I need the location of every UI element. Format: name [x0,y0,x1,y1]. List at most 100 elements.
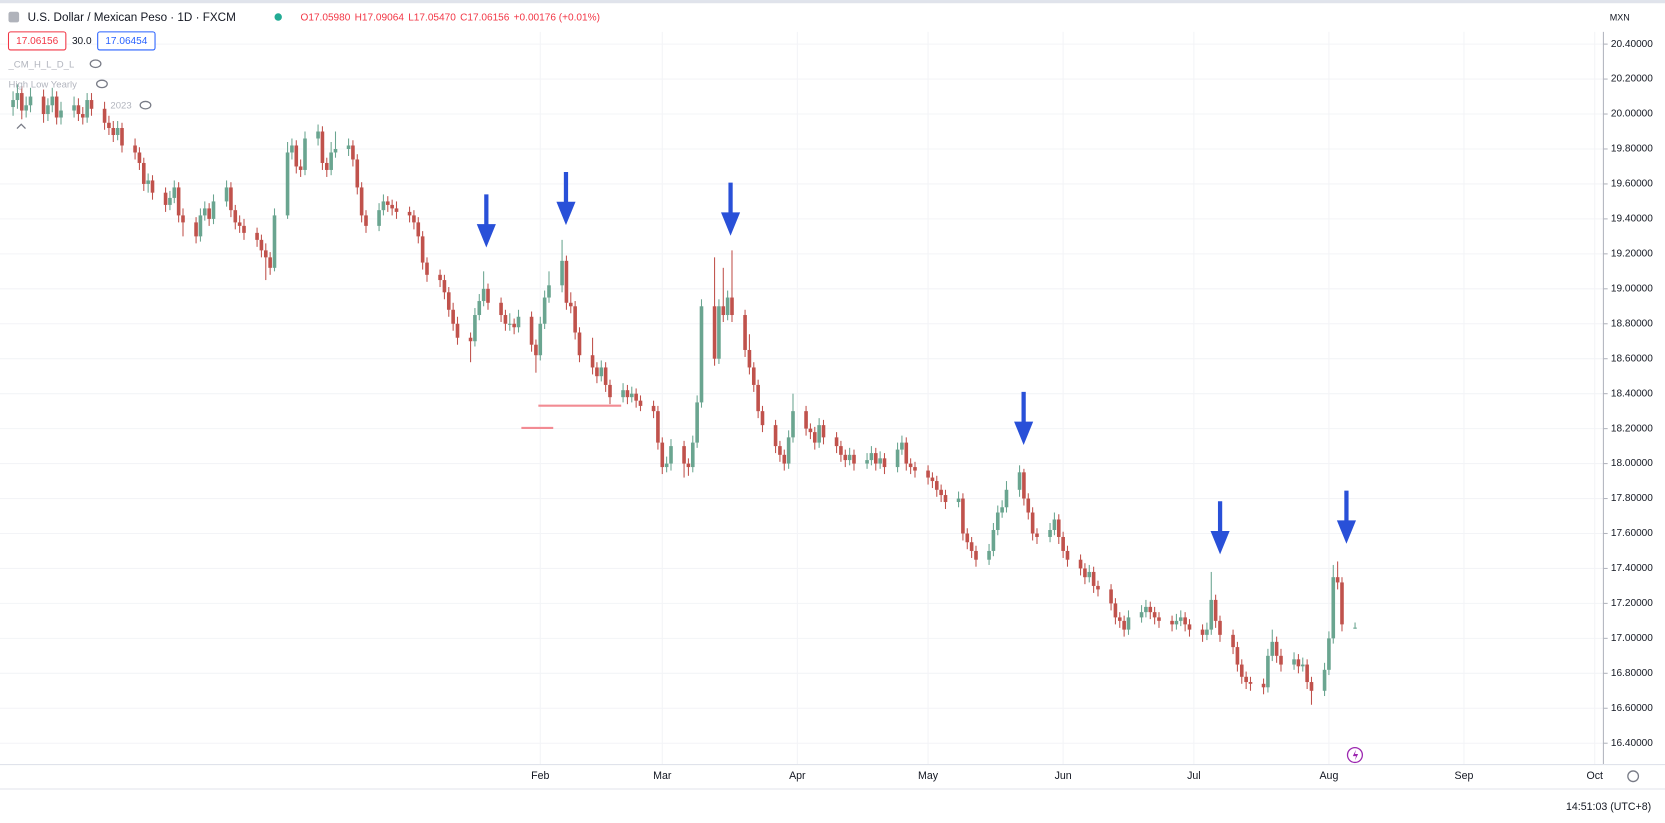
candle-body [651,405,656,412]
y-tick-label: 19.40000 [1611,214,1653,225]
ohlc-value: L17.05470 [408,13,456,24]
ohlc-value: O17.05980 [301,13,351,24]
candle-body [747,349,752,368]
candle-body [1309,682,1314,691]
eye-icon[interactable] [89,59,102,69]
eye-icon[interactable] [139,100,152,110]
candle-body [1327,638,1331,670]
candle-body [1213,599,1218,621]
candle-body [786,437,791,464]
candle-body [285,152,290,216]
collapse-icon[interactable] [16,123,26,129]
y-tick-label: 17.40000 [1611,563,1653,574]
candle-body [477,301,482,316]
candle-body [1065,550,1070,560]
x-tick-label: May [918,770,939,782]
candle-body [699,306,704,403]
settings-icon[interactable] [1627,770,1640,783]
candle-body [660,442,665,468]
candle-body [19,93,24,111]
candle-body [991,529,996,551]
candle-body [263,250,268,258]
candle-body [1292,659,1296,665]
candle-body [351,145,355,160]
candle-body [969,542,974,551]
candle-body [120,128,124,146]
candle-body [28,96,33,106]
candle-body [778,446,782,455]
candle-body [756,384,760,412]
candle-body [1139,612,1144,618]
candle-body [416,222,421,237]
candle-body [1152,612,1157,618]
buy-badge[interactable] [97,31,156,51]
candle-body [237,222,242,226]
candle-body [1126,617,1131,630]
down-arrow [1336,490,1356,544]
indicator-label[interactable]: High Low Yearly [8,79,77,90]
currency: MXN [1610,12,1630,22]
candle-body [717,306,721,359]
clock: 14:51:03 (UTC+8) [1566,801,1651,813]
candle-body [751,367,756,385]
candle-body [625,390,630,398]
candle-body [381,201,386,211]
candle-body [782,454,787,464]
candle-body [364,215,368,226]
candle-body [425,262,429,275]
candle-body [1004,489,1009,508]
candle-body [150,180,155,193]
indicator-label[interactable]: _CM_H_L_D_L [7,59,74,70]
event-bolt [1352,749,1359,761]
candle-body [320,131,325,163]
candle-body [573,306,577,333]
candle-body [1048,529,1052,537]
candle-body [865,460,869,464]
candle-body [974,550,978,560]
candle-body [656,411,660,443]
down-arrow [476,194,496,248]
candle-body [773,425,778,447]
candle-body [133,145,137,153]
candle-body [438,274,442,281]
candle-body [930,477,935,482]
candle-body [359,187,364,216]
eye-icon[interactable] [95,79,108,89]
candle-body [141,162,146,184]
candle-body [54,96,59,118]
candle-body [664,463,669,468]
candle-body [878,458,882,464]
candle-body [1261,683,1266,688]
candle-body [1122,620,1126,630]
candle-body [1266,655,1270,688]
candle-body [1300,664,1305,667]
candle-body [512,323,516,328]
candle-body [481,288,486,302]
x-tick-label: Sep [1455,770,1474,782]
candle-body [242,225,246,233]
candle-body [163,192,168,205]
candle-body [804,411,808,429]
symbol-title: U.S. Dollar / Mexican Peso · 1D · FXCM [28,11,236,24]
ohlc-value: +0.00176 (+0.01%) [514,13,600,24]
candle-body [46,105,50,115]
candle-body [564,260,569,303]
candle-body [834,437,839,447]
buy-price[interactable]: 17.06454 [105,36,147,47]
indicator-label[interactable]: 2023 [110,101,131,112]
candle-body [847,454,852,461]
candle-body [603,367,608,385]
candle-body [900,442,904,450]
event-icon[interactable] [1346,746,1364,764]
candle-body [507,323,512,325]
sell-price[interactable]: 17.06156 [16,36,58,47]
candle-body [961,498,965,534]
sell-badge[interactable] [7,31,67,51]
candle-body [329,152,333,170]
candle-body [72,105,76,111]
candle-body [202,208,207,216]
ohlc-value: C17.06156 [460,13,510,24]
candle-body [995,512,1000,530]
candle-body [1183,617,1187,625]
